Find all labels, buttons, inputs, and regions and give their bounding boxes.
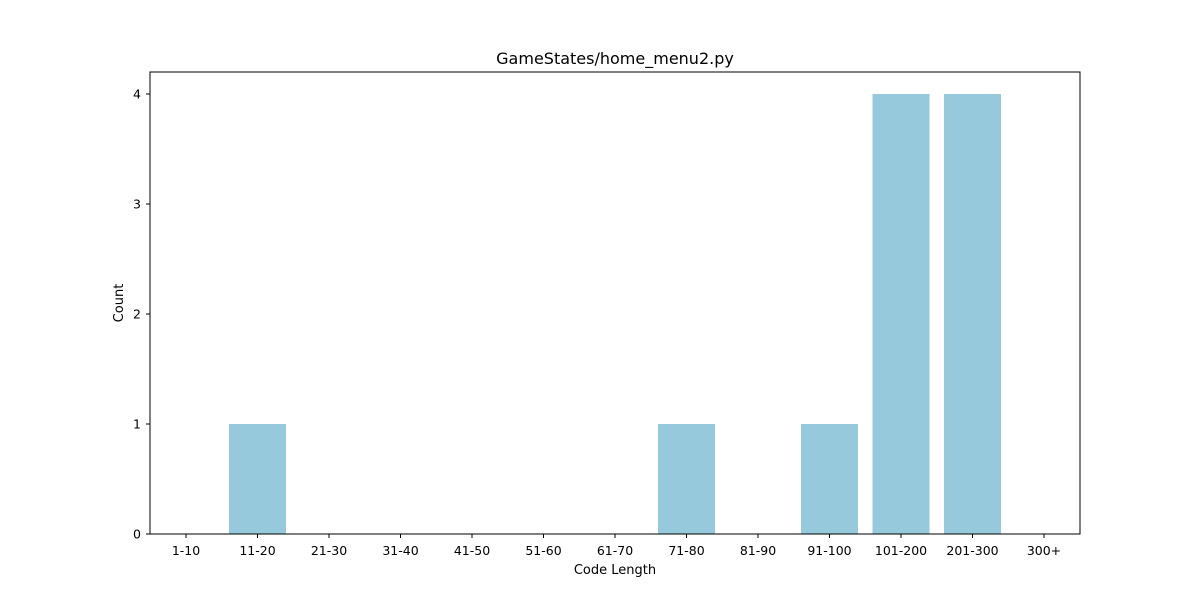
x-tick-label: 11-20 bbox=[239, 543, 275, 558]
bars-layer bbox=[229, 94, 1001, 534]
bar-101-200 bbox=[872, 94, 930, 534]
x-tick-label: 300+ bbox=[1027, 543, 1061, 558]
y-tick-label: 0 bbox=[133, 527, 141, 542]
bar-11-20 bbox=[229, 424, 286, 534]
y-tick-label: 3 bbox=[133, 197, 141, 212]
x-tick-label: 1-10 bbox=[172, 543, 200, 558]
y-axis-label: Count bbox=[112, 284, 127, 323]
x-axis-label: Code Length bbox=[574, 563, 656, 578]
x-tick-label: 51-60 bbox=[525, 543, 561, 558]
x-tick-label: 71-80 bbox=[668, 543, 704, 558]
x-tick-label: 41-50 bbox=[454, 543, 490, 558]
bar-71-80 bbox=[658, 424, 715, 534]
chart-title: GameStates/home_menu2.py bbox=[496, 49, 734, 69]
x-axis: 1-10 11-20 21-30 31-40 41-50 51-60 61-70 71-80 8… bbox=[172, 534, 1061, 558]
y-tick-label: 1 bbox=[133, 417, 141, 432]
plot-frame bbox=[149, 71, 1081, 535]
x-tick-label: 31-40 bbox=[382, 543, 418, 558]
x-tick-label: 201-300 bbox=[946, 543, 998, 558]
y-axis: 0 1 2 3 4 bbox=[133, 87, 150, 542]
bar-91-100 bbox=[801, 424, 858, 534]
x-tick-label: 81-90 bbox=[740, 543, 776, 558]
y-tick-label: 2 bbox=[133, 307, 141, 322]
bar-201-300 bbox=[944, 94, 1001, 534]
x-tick-label: 21-30 bbox=[311, 543, 347, 558]
x-tick-label: 61-70 bbox=[597, 543, 633, 558]
x-tick-label: 101-200 bbox=[875, 543, 927, 558]
y-tick-label: 4 bbox=[133, 87, 141, 102]
x-tick-label: 91-100 bbox=[807, 543, 851, 558]
